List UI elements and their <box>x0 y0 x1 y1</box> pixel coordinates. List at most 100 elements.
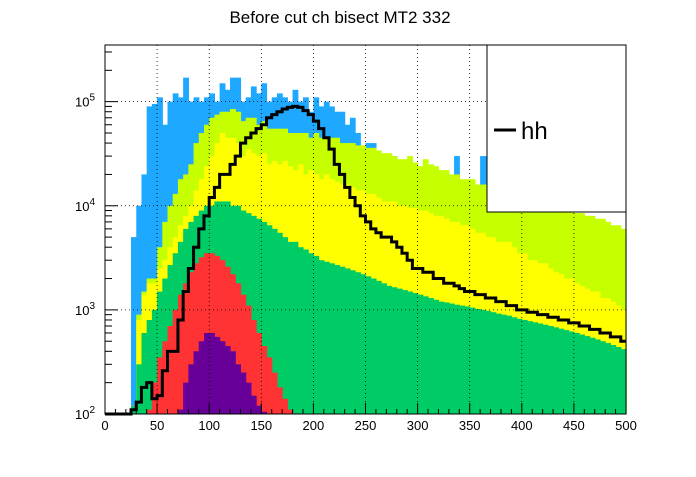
hist-bar <box>516 318 523 414</box>
hist-bar <box>599 341 606 414</box>
hist-bar <box>276 232 283 414</box>
hist-bar <box>401 290 408 414</box>
hist-bar <box>438 301 445 414</box>
hist-bar <box>527 321 533 414</box>
hist-bar <box>250 319 257 414</box>
hist-bar <box>573 332 580 414</box>
hist-bar <box>230 351 236 414</box>
hist-bar <box>542 324 549 414</box>
hist-bar <box>594 339 601 414</box>
hist-bar <box>256 218 262 414</box>
hist-bar <box>370 278 377 414</box>
hist-bar <box>537 323 544 414</box>
hist-bar <box>183 382 189 414</box>
x-tick-label: 100 <box>198 418 220 433</box>
hist-bar <box>547 326 554 414</box>
legend-label-hh: hh <box>521 118 548 145</box>
hist-bar <box>188 272 195 414</box>
hist-bar <box>355 272 361 414</box>
hist-bar <box>214 255 221 414</box>
hist-bar <box>151 309 158 414</box>
hist-bar <box>167 326 174 414</box>
hist-bar <box>172 309 179 414</box>
hist-bar <box>480 309 486 414</box>
x-tick-label: 300 <box>407 418 429 433</box>
x-tick-label: 50 <box>150 418 164 433</box>
hist-bar <box>271 372 278 414</box>
hist-bar <box>219 341 226 414</box>
hist-bar <box>256 332 262 414</box>
hist-bar <box>558 328 565 414</box>
hist-bar <box>521 319 528 414</box>
hist-bar <box>365 276 372 414</box>
hist-bar <box>230 274 236 414</box>
hist-bar <box>459 305 466 414</box>
hh-line-series <box>105 104 626 416</box>
hist-bar <box>297 247 304 414</box>
hist-bar <box>157 291 163 414</box>
hist-bar <box>511 317 518 414</box>
y-tick-label: 104 <box>75 197 95 214</box>
hist-bar <box>177 294 184 414</box>
hist-bar <box>464 306 471 414</box>
hist-bar <box>266 225 273 414</box>
hist-bar <box>136 364 143 414</box>
hist-bar <box>448 303 455 414</box>
hist-bar <box>245 305 252 414</box>
hist-bar <box>349 270 356 414</box>
hist-bar <box>417 294 424 414</box>
y-tick-label: 105 <box>75 93 95 110</box>
hist-bar <box>146 409 153 414</box>
hist-bar <box>329 263 335 414</box>
hist-bar <box>261 411 268 414</box>
x-tick-label: 400 <box>511 418 533 433</box>
hist-bar <box>282 398 288 414</box>
hist-bar <box>250 215 257 414</box>
hist-bar <box>454 304 460 414</box>
hist-bar <box>261 221 268 414</box>
hist-bar <box>235 283 242 414</box>
hist-bar <box>224 266 231 414</box>
hist-bar <box>407 291 413 414</box>
hist-bar <box>579 334 585 414</box>
hist-bar <box>553 327 559 414</box>
hist-bar <box>209 332 216 414</box>
hist-bar <box>605 343 611 414</box>
hist-bar <box>203 332 210 414</box>
hist-bar <box>318 260 325 414</box>
hist-bar <box>240 372 247 414</box>
x-tick-label: 350 <box>459 418 481 433</box>
hist-bar <box>500 314 507 414</box>
hist-bar <box>271 228 278 414</box>
hist-bar <box>287 409 294 414</box>
hist-layer-5 <box>177 332 268 414</box>
hist-bar <box>428 298 434 414</box>
hist-bar <box>177 409 184 414</box>
hist-bar <box>375 280 382 414</box>
hist-bar <box>344 268 351 414</box>
hist-bar <box>396 288 403 414</box>
hist-bar <box>469 307 476 414</box>
x-tick-label: 500 <box>615 418 637 433</box>
hist-bar <box>610 344 617 414</box>
hist-bar <box>282 237 288 414</box>
hist-bar <box>256 405 262 414</box>
hist-bar <box>224 345 231 414</box>
hist-bar <box>381 283 387 414</box>
hist-bar <box>146 319 153 414</box>
hist-bar <box>584 336 591 414</box>
hist-bar <box>266 357 273 414</box>
hist-bar <box>490 312 497 414</box>
hist-bar <box>615 347 622 414</box>
hist-bar <box>214 336 221 414</box>
hist-bar <box>131 237 137 414</box>
hist-bar <box>323 261 330 414</box>
hist-bar <box>292 241 299 414</box>
hh-step-line <box>105 104 626 416</box>
hist-bar <box>193 351 200 414</box>
hist-bar <box>334 264 341 414</box>
hist-bar <box>313 255 320 414</box>
y-tick-label: 103 <box>75 301 95 318</box>
